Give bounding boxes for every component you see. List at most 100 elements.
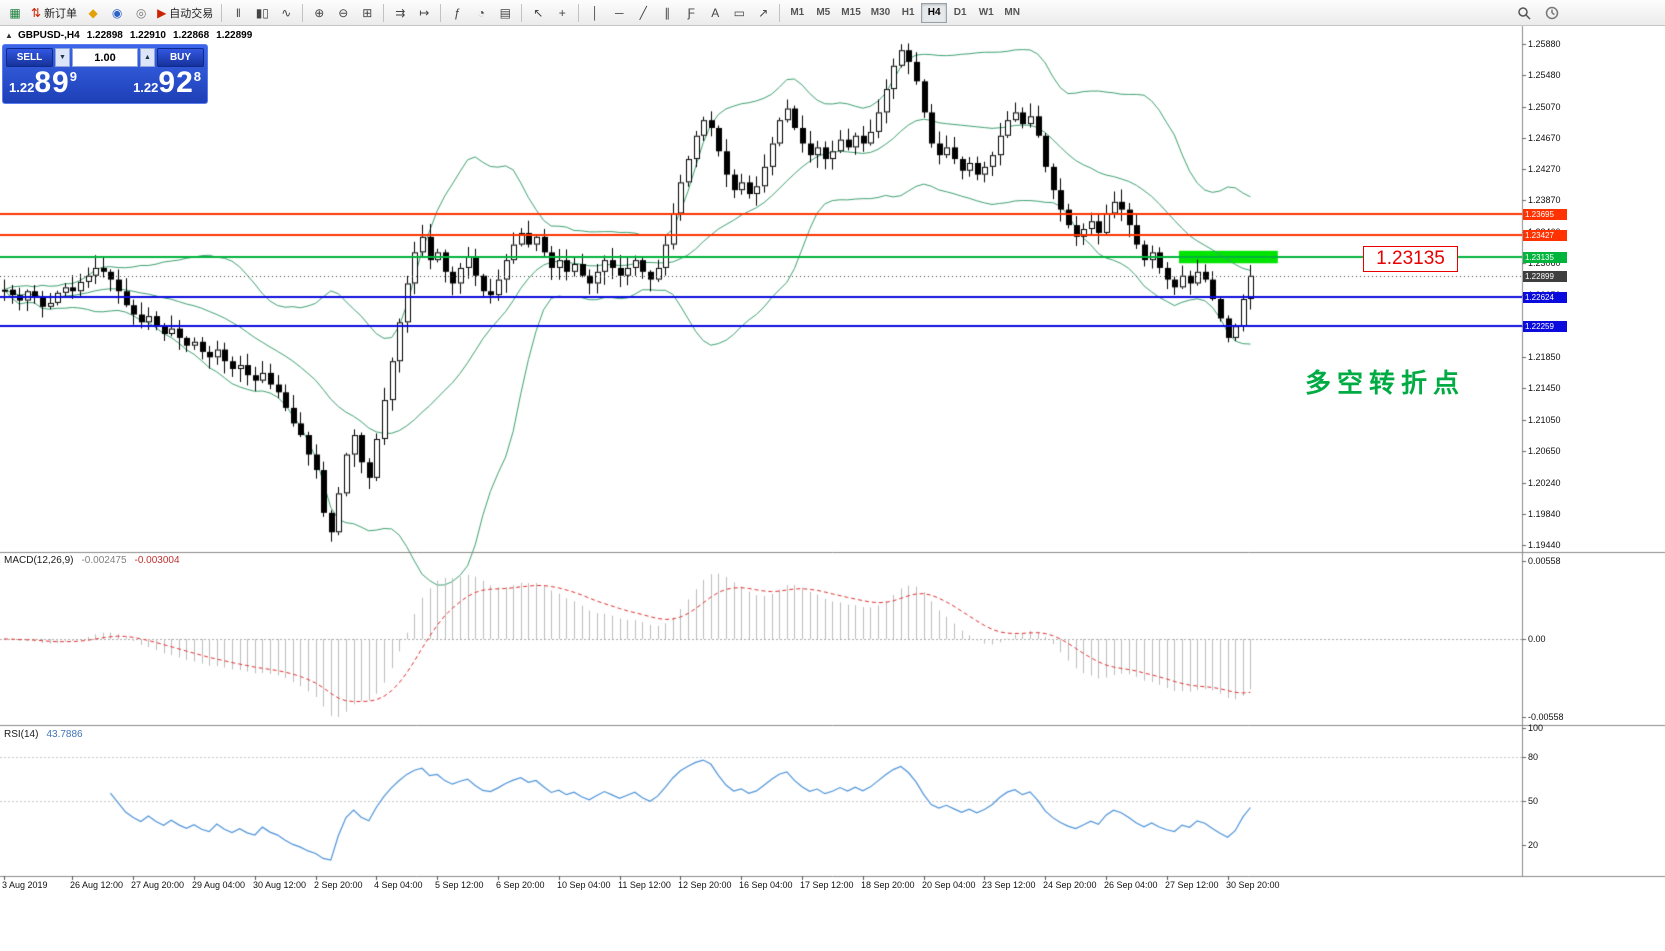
metaeditor-icon-glyph: ◆ (88, 5, 98, 20)
equidistant-channel-icon-glyph: ∥ (664, 5, 671, 20)
price-line-badge: 1.23695 (1523, 209, 1567, 220)
zoom-out-icon[interactable]: ⊖ (331, 2, 355, 24)
chart-shift-icon[interactable]: ↦ (412, 2, 436, 24)
price-line-badge: 1.23427 (1523, 230, 1567, 241)
strategy-tester-icon[interactable]: ◎ (129, 2, 153, 24)
high-value: 1.22910 (129, 30, 166, 41)
search-icon (1518, 6, 1531, 20)
auto-scroll-icon[interactable]: ⇉ (388, 2, 412, 24)
macd-axis-label: 0.00 (1528, 634, 1546, 644)
text-icon[interactable]: A (703, 2, 727, 24)
sell-price-pips: 89 (34, 66, 70, 99)
line-chart-icon[interactable]: ∿ (274, 2, 298, 24)
price-axis-label: 1.25070 (1528, 102, 1561, 112)
time-axis-label: 20 Sep 04:00 (922, 880, 976, 890)
time-axis-label: 27 Aug 20:00 (131, 880, 185, 890)
price-axis-label: 1.19840 (1528, 509, 1561, 519)
turning-point-annotation: 多空转折点 (1305, 368, 1466, 398)
metaeditor-icon[interactable]: ◆ (81, 2, 105, 24)
buy-price-point: 8 (193, 69, 201, 84)
price-axis-label: 1.25880 (1528, 39, 1561, 49)
toolbar-button-group: ▦ ⇅ 新订单 ◆ ◉ ◎ ▶ 自动交易 ‖ ▮▯ ∿ ⊕ ⊖ ⊞ ⇉ ↦ ƒ ◔ ▤ ↖ + │ ─ ╱ ∥ Ƒ A ▭ ↗ (3, 2, 784, 24)
time-axis-label: 12 Sep 20:00 (678, 880, 732, 890)
time-axis-label: 5 Sep 12:00 (435, 880, 484, 890)
toolbar-separator (578, 3, 580, 22)
autotrading-button-label: 自动交易 (169, 7, 214, 20)
timeframe-m15-button[interactable]: M15 (836, 3, 865, 23)
timeframe-d1-button[interactable]: D1 (947, 3, 973, 23)
horizontal-line-icon[interactable]: ─ (607, 2, 631, 24)
price-axis-label: 1.21050 (1528, 415, 1561, 425)
bid-price-badge: 1.22899 (1523, 271, 1567, 282)
timeframe-m1-button[interactable]: M1 (784, 3, 810, 23)
toolbar-separator (221, 3, 223, 22)
line-chart-icon-glyph: ∿ (281, 5, 292, 20)
time-axis-label: 30 Sep 20:00 (1226, 880, 1280, 890)
bar-chart-icon-glyph: ‖ (235, 5, 241, 20)
arrows-icon-glyph: ↗ (758, 5, 769, 20)
time-axis-label: 23 Sep 12:00 (982, 880, 1036, 890)
time-axis-label: 26 Aug 12:00 (70, 880, 124, 890)
text-icon-glyph: A (711, 5, 720, 20)
indicators-icon[interactable]: ƒ (445, 2, 469, 24)
price-axis-label: 1.23870 (1528, 195, 1561, 205)
sell-button[interactable]: SELL (6, 48, 53, 67)
bar-chart-icon[interactable]: ‖ (226, 2, 250, 24)
price-axis-label: 1.21450 (1528, 383, 1561, 393)
timeframe-h4-button[interactable]: H4 (921, 2, 948, 23)
timeframe-h1-button[interactable]: H1 (895, 3, 921, 23)
market-watch-icon[interactable]: ◉ (105, 2, 129, 24)
fibonacci-icon[interactable]: Ƒ (679, 2, 703, 24)
low-value: 1.22868 (173, 30, 210, 41)
vertical-line-icon[interactable]: │ (583, 2, 607, 24)
new-order-button-label: 新订单 (44, 7, 78, 20)
trade-controls-row: SELL ▼ ▲ BUY (6, 48, 204, 67)
price-axis-label: 1.20240 (1528, 478, 1561, 488)
autotrading-button[interactable]: ▶ 自动交易 (153, 2, 217, 24)
zoom-in-icon-glyph: ⊕ (314, 5, 325, 20)
one-click-collapse-icon[interactable]: ▲ (5, 31, 13, 40)
text-label-icon[interactable]: ▭ (727, 2, 751, 24)
close-value: 1.22899 (216, 30, 253, 41)
chart-window-icon[interactable]: ▦ (3, 2, 27, 24)
candlestick-chart-icon-glyph: ▮▯ (255, 5, 269, 20)
chart-window-icon-glyph: ▦ (9, 5, 21, 20)
price-axis-label: 1.19440 (1528, 540, 1561, 550)
time-axis-label: 2 Sep 20:00 (314, 880, 363, 890)
one-click-trading-panel: SELL ▼ ▲ BUY 1.22 89 9 1.22 92 8 (2, 44, 208, 104)
crosshair-icon[interactable]: + (550, 2, 574, 24)
quick-help-button[interactable] (1540, 2, 1564, 24)
lot-size-input[interactable] (72, 48, 138, 67)
buy-price-pips: 92 (158, 66, 194, 99)
new-order-button[interactable]: ⇅ 新订单 (27, 2, 81, 24)
trendline-icon[interactable]: ╱ (631, 2, 655, 24)
tile-windows-icon[interactable]: ⊞ (355, 2, 379, 24)
zoom-in-icon[interactable]: ⊕ (307, 2, 331, 24)
macd-indicator-label: MACD(12,26,9) -0.002475 -0.003004 (4, 555, 180, 566)
buy-price[interactable]: 1.22 92 8 (133, 68, 201, 98)
lot-decrease-button[interactable]: ▼ (55, 48, 70, 67)
toolbar-separator (302, 3, 304, 22)
toolbar-separator (383, 3, 385, 22)
sell-price[interactable]: 1.22 89 9 (9, 68, 77, 98)
timeframe-w1-button[interactable]: W1 (973, 3, 999, 23)
buy-button[interactable]: BUY (157, 48, 204, 67)
rsi-axis-label: 100 (1528, 723, 1544, 733)
arrows-icon[interactable]: ↗ (751, 2, 775, 24)
timeframe-m5-button[interactable]: M5 (810, 3, 836, 23)
price-axis-label: 1.24270 (1528, 164, 1561, 174)
symbol-search-button[interactable] (1512, 2, 1536, 24)
equidistant-channel-icon[interactable]: ∥ (655, 2, 679, 24)
cursor-icon[interactable]: ↖ (526, 2, 550, 24)
new-order-glyph: ⇅ (31, 5, 42, 20)
chart-shift-icon-glyph: ↦ (419, 5, 430, 20)
timeframe-mn-button[interactable]: MN (999, 3, 1025, 23)
templates-icon[interactable]: ▤ (493, 2, 517, 24)
lot-increase-button[interactable]: ▲ (140, 48, 155, 67)
time-axis-label: 17 Sep 12:00 (800, 880, 854, 890)
periods-icon[interactable]: ◔ (469, 2, 493, 24)
candlestick-chart-icon[interactable]: ▮▯ (250, 2, 274, 24)
toolbar-separator (521, 3, 523, 22)
timeframe-m30-button[interactable]: M30 (866, 3, 895, 23)
